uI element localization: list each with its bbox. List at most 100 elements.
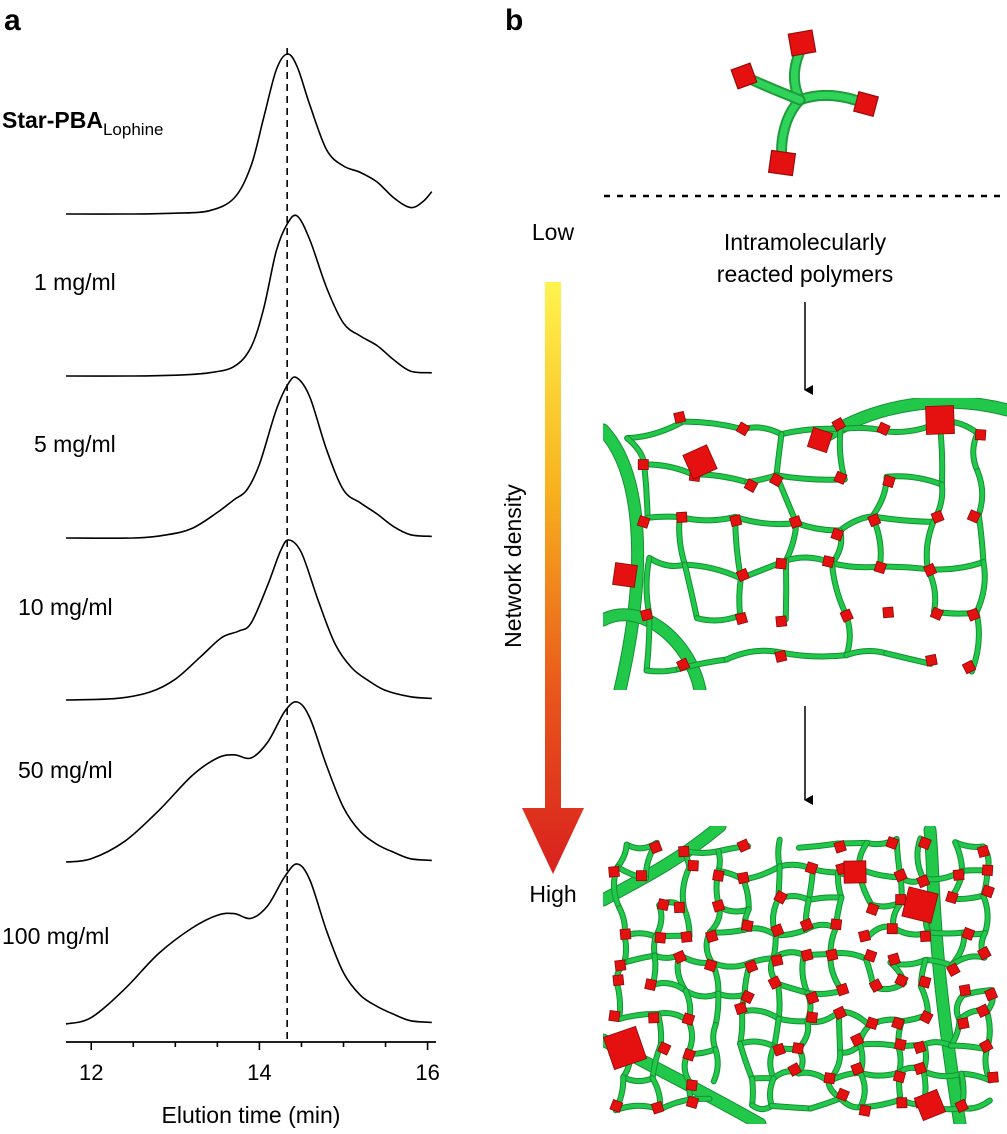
end-group-cube	[672, 949, 688, 965]
end-group-cube	[858, 1104, 872, 1117]
end-group-cube	[956, 1017, 970, 1030]
intramolecular-label-line2: reacted polymers	[717, 261, 893, 287]
end-group-cube	[770, 953, 784, 967]
end-group-cube	[839, 608, 854, 623]
end-group-cube	[925, 405, 955, 435]
trace-labels: Star-PBALophine 1 mg/ml 5 mg/ml 10 mg/ml 50 …	[2, 107, 163, 949]
end-group-cube	[832, 1005, 848, 1021]
trace-label-4: 50 mg/ml	[18, 757, 113, 783]
end-group-cube	[612, 974, 625, 987]
end-group-cube	[736, 838, 751, 853]
high-label: High	[529, 881, 576, 907]
polymer-strand	[737, 576, 743, 618]
end-group-cube	[849, 1032, 865, 1048]
trace-label-subscript: Lophine	[103, 120, 164, 139]
end-group-cube	[857, 929, 872, 943]
end-group-cube	[919, 930, 932, 943]
trace-label-2: 5 mg/ml	[34, 431, 116, 457]
polymer-strand	[622, 934, 629, 965]
end-group-cube	[919, 1009, 934, 1025]
star-polymer-illustration	[730, 29, 879, 177]
dense-network-illustration	[603, 826, 999, 1124]
end-group-cube	[685, 1079, 698, 1092]
end-group-cube	[863, 948, 878, 963]
polymer-strand	[682, 562, 743, 581]
end-group-cube	[976, 844, 990, 859]
end-group-cube	[966, 607, 981, 622]
end-group-cube	[830, 918, 843, 931]
end-group-cube	[736, 871, 750, 885]
x-axis: 12 14 16	[66, 1041, 440, 1085]
panel-a-letter: a	[4, 4, 21, 37]
end-group-cube	[981, 864, 994, 876]
polymer-strand	[645, 514, 682, 520]
end-group-cube	[614, 959, 627, 972]
end-group-cube	[734, 1001, 748, 1016]
end-group-cube	[680, 930, 693, 943]
end-group-cube	[619, 928, 632, 941]
end-group-cube	[806, 1011, 819, 1024]
end-group-cube	[685, 1095, 700, 1109]
end-group-cube	[913, 1088, 947, 1122]
end-group-cube	[913, 1061, 928, 1076]
x-tick-label: 12	[79, 1060, 103, 1085]
end-group-cube	[639, 608, 654, 622]
trace-line-4	[65, 701, 432, 863]
trace-label-1: 1 mg/ml	[34, 269, 116, 295]
panel-b-letter: b	[505, 4, 523, 37]
end-group-cube	[804, 861, 819, 875]
end-group-cube	[961, 926, 976, 941]
end-group-cube	[882, 474, 896, 489]
trace-line-3	[65, 539, 432, 701]
polymer-strand	[683, 849, 721, 855]
end-group-cube	[806, 426, 834, 454]
end-group-cube	[895, 894, 907, 905]
end-group-cube	[954, 1098, 969, 1114]
polymer-strand	[924, 519, 936, 572]
end-group-cube	[743, 478, 759, 493]
x-tick-label: 16	[415, 1060, 439, 1085]
end-group-cube	[650, 1100, 665, 1115]
sparse-network-illustration	[603, 398, 1007, 690]
end-group-cube	[918, 975, 932, 989]
end-group-cube	[735, 421, 751, 437]
trace-label-5: 100 mg/ml	[2, 923, 109, 949]
end-group-cube	[893, 1038, 907, 1051]
end-group-cube	[984, 987, 999, 1002]
polymer-strand	[750, 1076, 755, 1108]
end-group-cube	[885, 836, 900, 850]
polymer-strand	[769, 1103, 813, 1111]
end-group-cube	[705, 929, 719, 944]
polymer-strand	[926, 930, 967, 936]
network-density-gradient-arrow	[522, 282, 584, 874]
end-group-cube	[929, 606, 945, 621]
polymer-strand	[975, 469, 985, 517]
end-group-cube	[740, 919, 754, 932]
polymer-strand	[711, 1047, 720, 1084]
end-group-cube	[835, 982, 850, 997]
end-group-cube	[945, 962, 961, 978]
end-group-cube	[974, 429, 987, 441]
polymer-strand	[884, 651, 933, 666]
end-group-cube	[867, 513, 882, 528]
end-group-cube	[896, 1097, 908, 1109]
polymer-strand	[844, 649, 889, 658]
end-group-cube	[711, 899, 726, 913]
end-group-cube	[774, 649, 788, 663]
x-tick-label: 14	[247, 1060, 271, 1085]
end-group-cube	[821, 555, 835, 569]
end-group-cube	[644, 978, 658, 992]
end-group-cube	[894, 973, 909, 988]
end-group-cube	[831, 416, 847, 432]
polymer-strand	[603, 424, 644, 690]
intramolecular-label-line1: Intramolecularly	[724, 229, 887, 255]
end-group-cube	[603, 1025, 648, 1071]
polymer-strand	[775, 981, 782, 1021]
end-group-cube	[912, 1040, 927, 1055]
chromatogram-traces	[65, 53, 433, 1025]
end-group-cube	[609, 1099, 624, 1114]
end-group-cube	[712, 869, 725, 882]
end-group-cube	[961, 659, 977, 675]
end-group-cube	[648, 1012, 660, 1024]
